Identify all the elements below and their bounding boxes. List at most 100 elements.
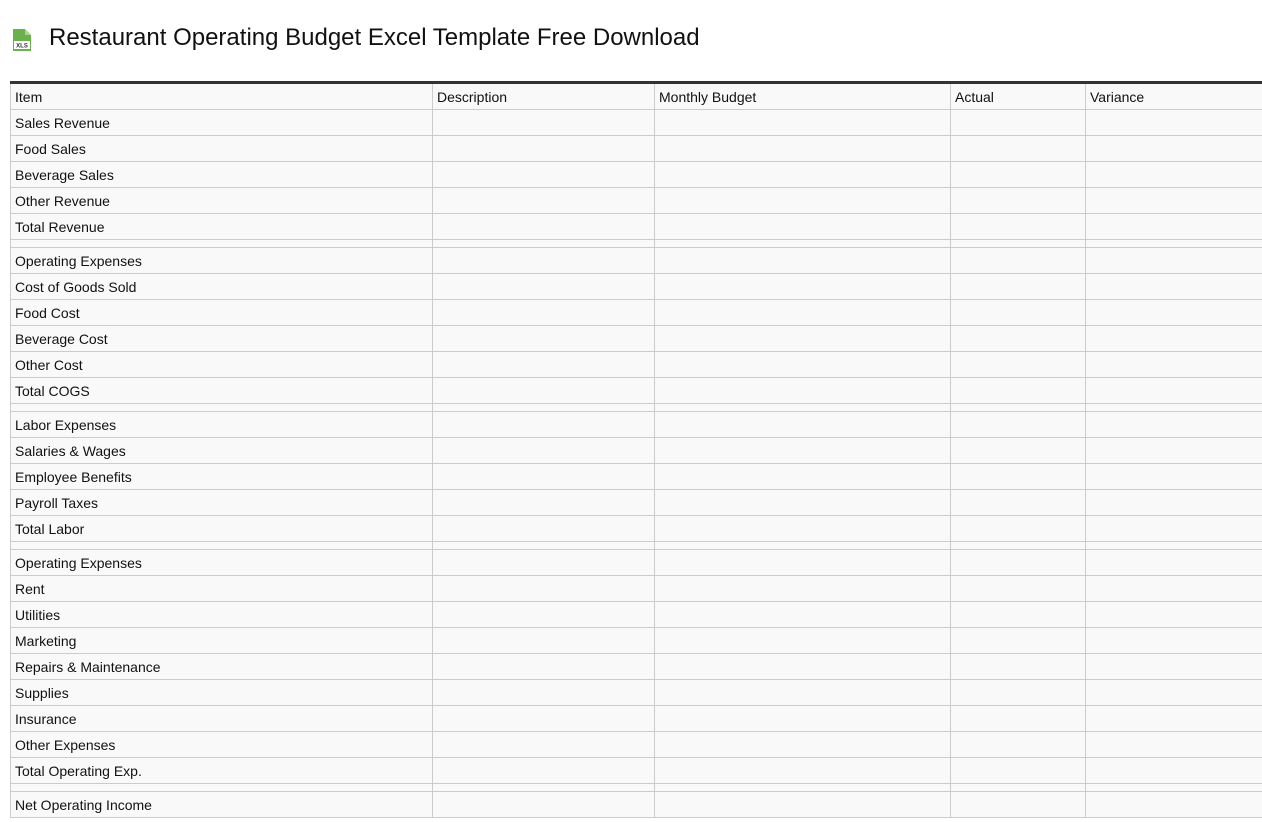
value-cell[interactable] bbox=[1085, 463, 1262, 490]
value-cell[interactable] bbox=[654, 757, 951, 784]
value-cell[interactable] bbox=[1085, 135, 1262, 162]
value-cell[interactable] bbox=[1085, 783, 1262, 792]
value-cell[interactable] bbox=[432, 213, 655, 240]
value-cell[interactable] bbox=[950, 239, 1086, 248]
value-cell[interactable] bbox=[432, 679, 655, 706]
value-cell[interactable] bbox=[654, 377, 951, 404]
value-cell[interactable] bbox=[1085, 403, 1262, 412]
value-cell[interactable] bbox=[950, 135, 1086, 162]
value-cell[interactable] bbox=[1085, 325, 1262, 352]
value-cell[interactable] bbox=[950, 575, 1086, 602]
value-cell[interactable] bbox=[432, 161, 655, 188]
value-cell[interactable] bbox=[950, 549, 1086, 576]
value-cell[interactable] bbox=[950, 299, 1086, 326]
value-cell[interactable] bbox=[432, 403, 655, 412]
value-cell[interactable] bbox=[1085, 515, 1262, 542]
value-cell[interactable] bbox=[1085, 247, 1262, 274]
value-cell[interactable] bbox=[1085, 161, 1262, 188]
value-cell[interactable] bbox=[432, 549, 655, 576]
value-cell[interactable] bbox=[432, 351, 655, 378]
value-cell[interactable] bbox=[1085, 377, 1262, 404]
value-cell[interactable] bbox=[654, 273, 951, 300]
value-cell[interactable] bbox=[1085, 627, 1262, 654]
value-cell[interactable] bbox=[950, 213, 1086, 240]
value-cell[interactable] bbox=[432, 377, 655, 404]
value-cell[interactable] bbox=[950, 351, 1086, 378]
value-cell[interactable] bbox=[950, 757, 1086, 784]
value-cell[interactable] bbox=[1085, 549, 1262, 576]
value-cell[interactable] bbox=[432, 653, 655, 680]
value-cell[interactable] bbox=[654, 239, 951, 248]
value-cell[interactable] bbox=[1085, 575, 1262, 602]
value-cell[interactable] bbox=[654, 601, 951, 628]
value-cell[interactable] bbox=[950, 187, 1086, 214]
value-cell[interactable] bbox=[1085, 213, 1262, 240]
value-cell[interactable] bbox=[1085, 705, 1262, 732]
value-cell[interactable] bbox=[950, 783, 1086, 792]
value-cell[interactable] bbox=[654, 187, 951, 214]
value-cell[interactable] bbox=[432, 489, 655, 516]
value-cell[interactable] bbox=[432, 437, 655, 464]
value-cell[interactable] bbox=[950, 679, 1086, 706]
value-cell[interactable] bbox=[1085, 109, 1262, 136]
value-cell[interactable] bbox=[1085, 541, 1262, 550]
value-cell[interactable] bbox=[654, 515, 951, 542]
value-cell[interactable] bbox=[1085, 299, 1262, 326]
value-cell[interactable] bbox=[654, 731, 951, 758]
value-cell[interactable] bbox=[654, 403, 951, 412]
value-cell[interactable] bbox=[1085, 239, 1262, 248]
value-cell[interactable] bbox=[950, 273, 1086, 300]
value-cell[interactable] bbox=[654, 247, 951, 274]
value-cell[interactable] bbox=[432, 705, 655, 732]
value-cell[interactable] bbox=[432, 541, 655, 550]
value-cell[interactable] bbox=[432, 783, 655, 792]
value-cell[interactable] bbox=[654, 489, 951, 516]
value-cell[interactable] bbox=[654, 549, 951, 576]
value-cell[interactable] bbox=[1085, 757, 1262, 784]
value-cell[interactable] bbox=[654, 213, 951, 240]
value-cell[interactable] bbox=[950, 377, 1086, 404]
value-cell[interactable] bbox=[1085, 187, 1262, 214]
value-cell[interactable] bbox=[950, 541, 1086, 550]
value-cell[interactable] bbox=[654, 437, 951, 464]
value-cell[interactable] bbox=[1085, 273, 1262, 300]
value-cell[interactable] bbox=[654, 161, 951, 188]
value-cell[interactable] bbox=[654, 411, 951, 438]
value-cell[interactable] bbox=[654, 109, 951, 136]
value-cell[interactable] bbox=[432, 757, 655, 784]
value-cell[interactable] bbox=[1085, 791, 1262, 818]
value-cell[interactable] bbox=[950, 489, 1086, 516]
value-cell[interactable] bbox=[432, 109, 655, 136]
value-cell[interactable] bbox=[432, 575, 655, 602]
value-cell[interactable] bbox=[432, 463, 655, 490]
value-cell[interactable] bbox=[654, 325, 951, 352]
value-cell[interactable] bbox=[432, 791, 655, 818]
value-cell[interactable] bbox=[654, 351, 951, 378]
value-cell[interactable] bbox=[432, 187, 655, 214]
value-cell[interactable] bbox=[950, 161, 1086, 188]
value-cell[interactable] bbox=[432, 325, 655, 352]
value-cell[interactable] bbox=[1085, 411, 1262, 438]
value-cell[interactable] bbox=[950, 601, 1086, 628]
value-cell[interactable] bbox=[432, 601, 655, 628]
value-cell[interactable] bbox=[432, 247, 655, 274]
value-cell[interactable] bbox=[432, 273, 655, 300]
value-cell[interactable] bbox=[432, 135, 655, 162]
value-cell[interactable] bbox=[950, 627, 1086, 654]
value-cell[interactable] bbox=[654, 627, 951, 654]
value-cell[interactable] bbox=[654, 679, 951, 706]
value-cell[interactable] bbox=[950, 109, 1086, 136]
value-cell[interactable] bbox=[432, 411, 655, 438]
value-cell[interactable] bbox=[1085, 351, 1262, 378]
value-cell[interactable] bbox=[654, 541, 951, 550]
value-cell[interactable] bbox=[432, 627, 655, 654]
value-cell[interactable] bbox=[950, 463, 1086, 490]
value-cell[interactable] bbox=[654, 791, 951, 818]
value-cell[interactable] bbox=[950, 437, 1086, 464]
value-cell[interactable] bbox=[1085, 437, 1262, 464]
value-cell[interactable] bbox=[950, 247, 1086, 274]
value-cell[interactable] bbox=[432, 731, 655, 758]
value-cell[interactable] bbox=[1085, 601, 1262, 628]
value-cell[interactable] bbox=[950, 411, 1086, 438]
value-cell[interactable] bbox=[654, 783, 951, 792]
